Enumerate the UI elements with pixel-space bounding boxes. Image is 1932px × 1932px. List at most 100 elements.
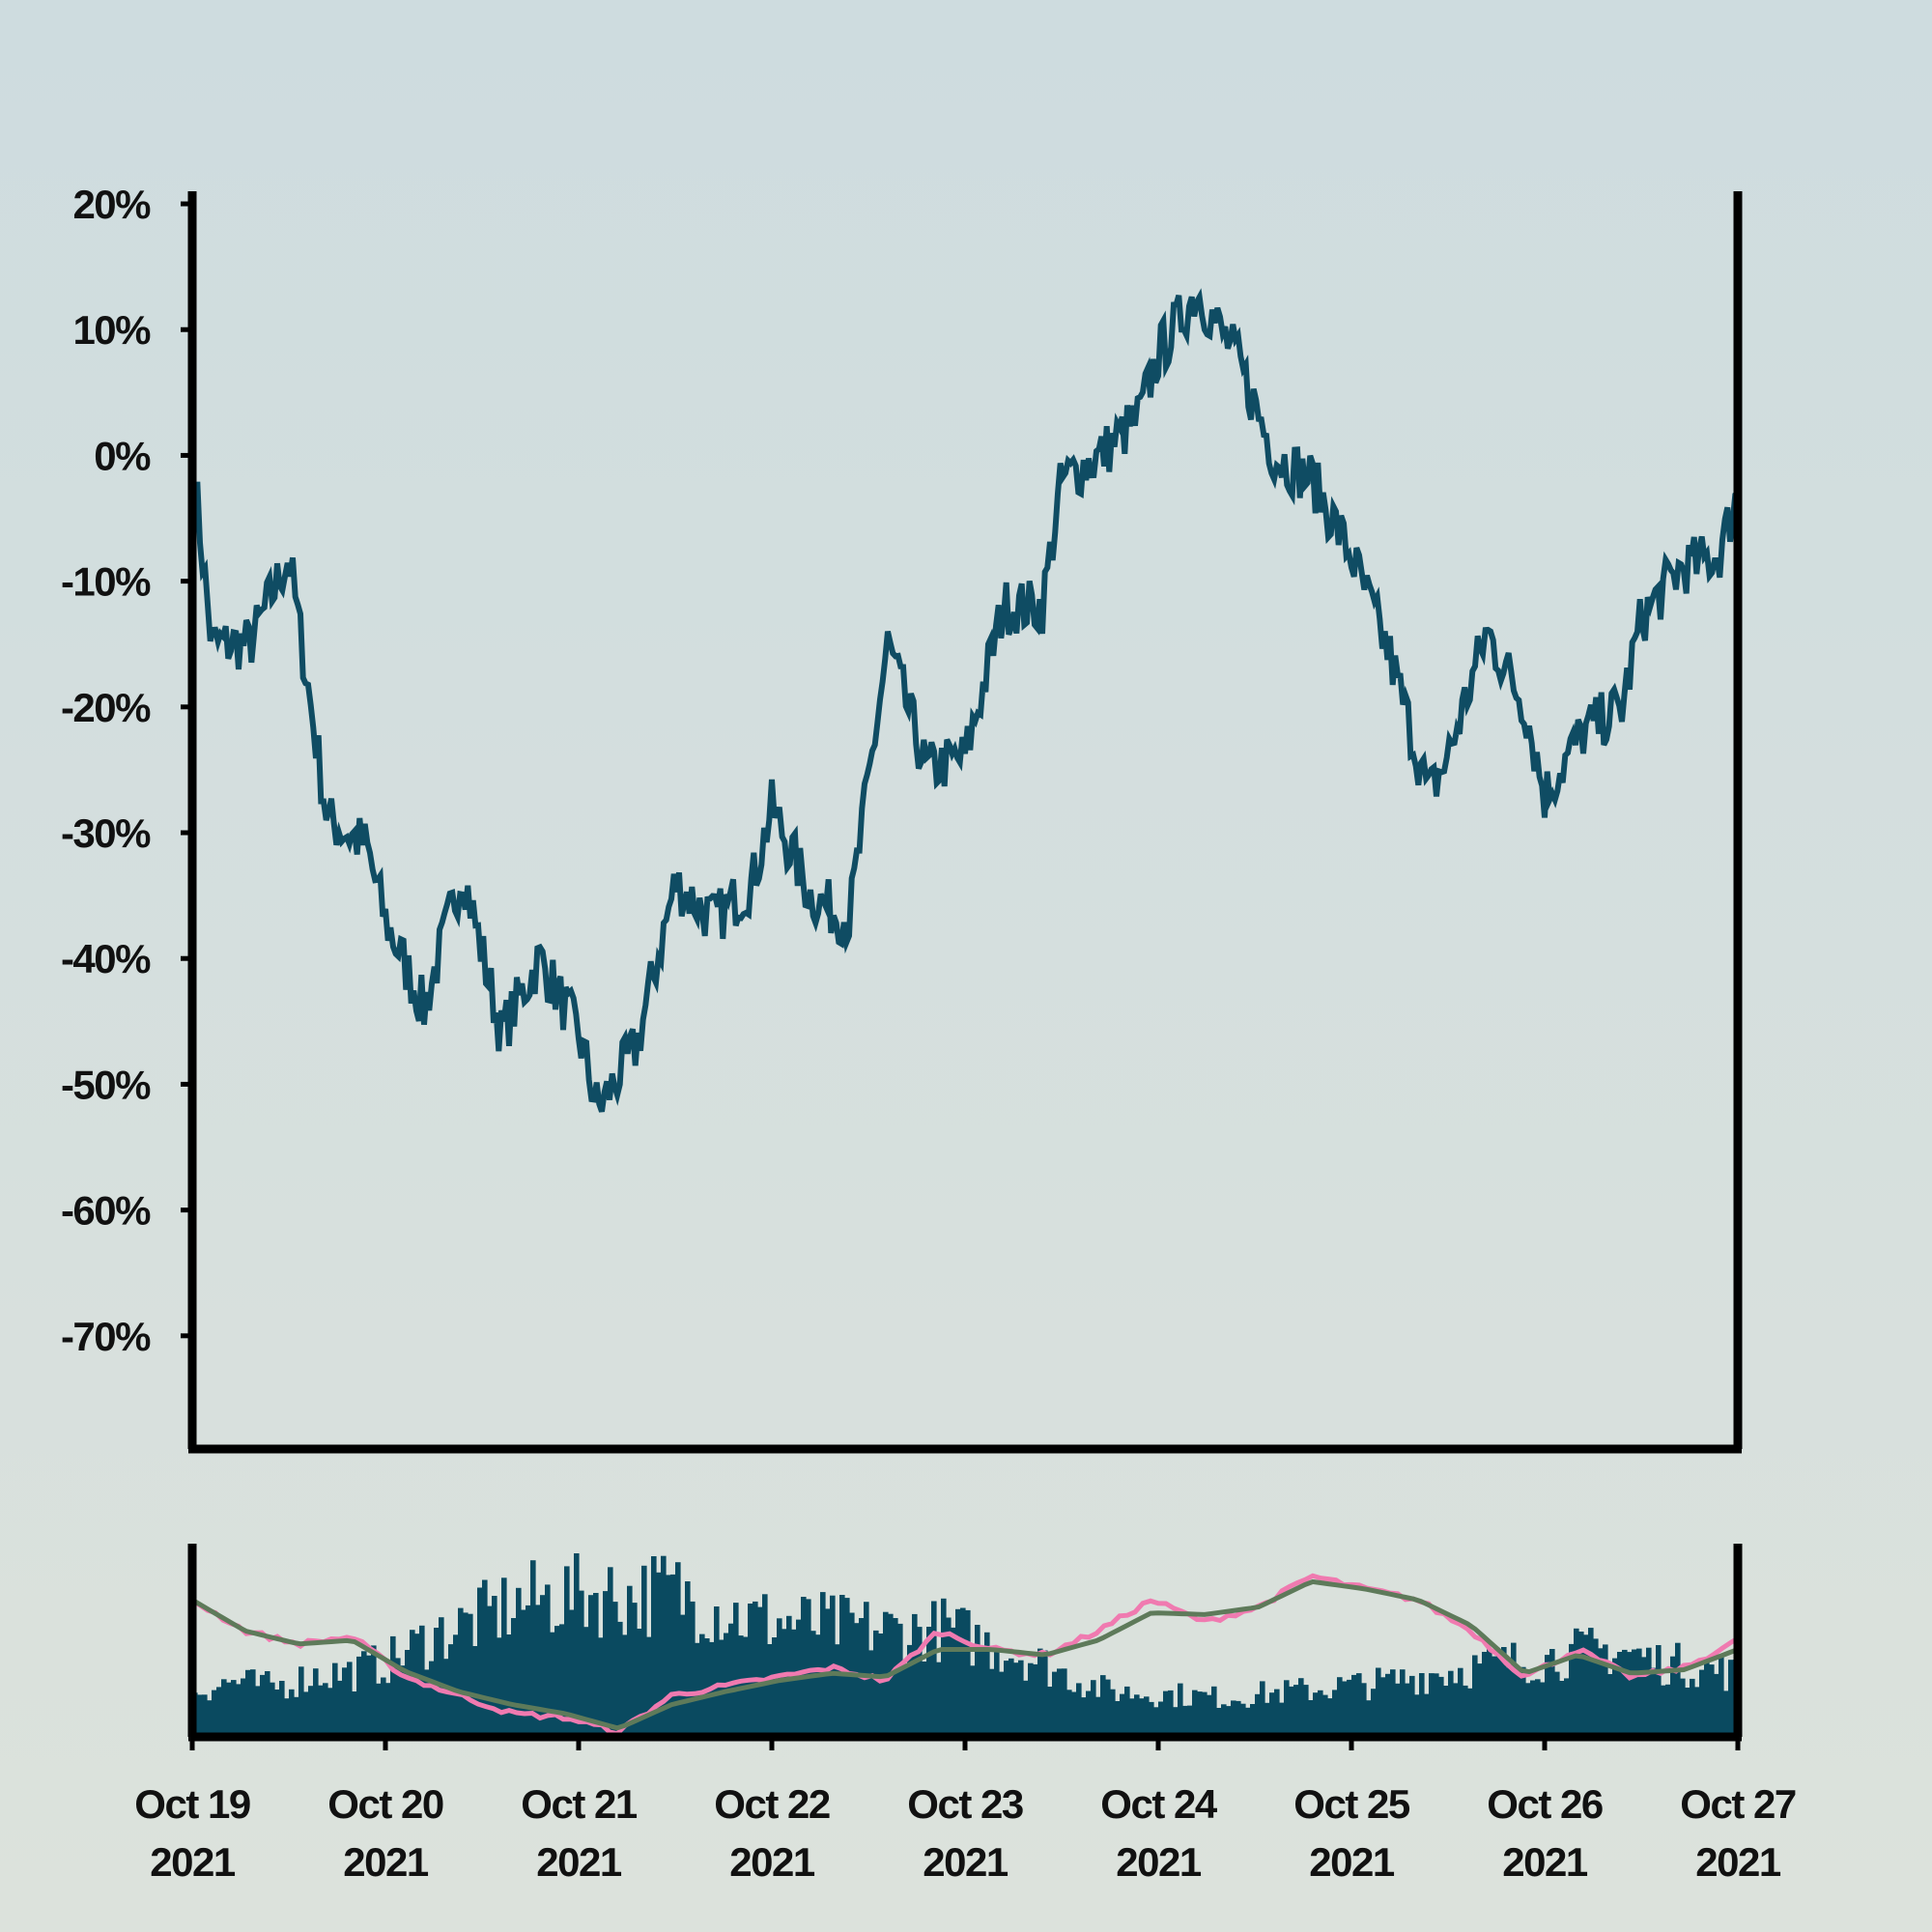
volume-bar xyxy=(1028,1662,1034,1737)
volume-bar xyxy=(1120,1693,1125,1737)
volume-bar xyxy=(1405,1683,1410,1737)
volume-bar xyxy=(1559,1681,1565,1737)
volume-bar xyxy=(569,1609,575,1737)
volume-bar xyxy=(1144,1696,1150,1737)
volume-bar xyxy=(356,1656,362,1737)
volume-bar xyxy=(941,1598,947,1737)
price-panel: 20% 10% 0% -10% -20% -30% -40% -50% -60% -70% xyxy=(61,182,1743,1454)
volume-bar xyxy=(439,1617,444,1737)
volume-bar xyxy=(1487,1648,1492,1737)
volume-bar xyxy=(1496,1652,1502,1737)
volume-bar xyxy=(1057,1668,1063,1737)
volume-bar xyxy=(651,1556,657,1737)
volume-bar xyxy=(1511,1642,1517,1737)
volume-bar xyxy=(1197,1691,1203,1737)
volume-bar xyxy=(632,1603,638,1737)
volume-bar xyxy=(719,1639,724,1737)
volume-bar xyxy=(1690,1678,1695,1737)
y-tick-label: -30% xyxy=(61,810,151,856)
volume-bar xyxy=(376,1683,382,1737)
volume-bar xyxy=(554,1626,560,1737)
volume-bar xyxy=(1443,1686,1449,1737)
volume-bar xyxy=(1617,1652,1623,1737)
y-tick-label: -50% xyxy=(61,1062,151,1107)
volume-bar xyxy=(1240,1703,1246,1737)
volume-bar xyxy=(1134,1694,1140,1737)
volume-bar xyxy=(878,1634,884,1737)
volume-bar xyxy=(1380,1677,1386,1737)
volume-bar xyxy=(371,1645,377,1737)
volume-bar xyxy=(236,1684,242,1737)
volume-bar xyxy=(922,1662,927,1737)
volume-bar xyxy=(753,1601,758,1737)
volume-bar xyxy=(1680,1678,1686,1737)
volume-bar xyxy=(1516,1667,1521,1737)
volume-bar xyxy=(1472,1655,1478,1737)
volume-bar xyxy=(588,1595,594,1737)
volume-bar xyxy=(453,1634,459,1737)
volume-bar xyxy=(864,1602,869,1737)
volume-bar xyxy=(980,1650,985,1737)
volume-bar xyxy=(1052,1671,1058,1737)
volume-bar xyxy=(530,1560,536,1737)
volume-bar xyxy=(352,1691,357,1737)
volume-bar xyxy=(685,1581,691,1737)
volume-bar xyxy=(1279,1702,1285,1737)
volume-bar xyxy=(907,1644,913,1737)
volume-bar xyxy=(801,1597,807,1737)
volume-bar xyxy=(1245,1707,1251,1737)
x-tick-label-year: 2021 xyxy=(1502,1839,1588,1885)
volume-bar xyxy=(1578,1632,1584,1737)
volume-bar xyxy=(1477,1663,1483,1737)
volume-bar xyxy=(1139,1698,1145,1737)
volume-bar xyxy=(661,1555,667,1737)
volume-bar xyxy=(265,1671,270,1737)
volume-bar xyxy=(308,1686,314,1737)
volume-bar xyxy=(1231,1700,1236,1737)
volume-bar xyxy=(680,1614,686,1737)
volume-bar xyxy=(1115,1701,1121,1737)
volume-bar xyxy=(999,1671,1005,1737)
volume-bar xyxy=(637,1629,642,1737)
volume-bar xyxy=(1506,1667,1512,1737)
volume-bar xyxy=(1269,1692,1275,1737)
volume-bar xyxy=(733,1603,739,1737)
volume-bar xyxy=(1419,1673,1425,1737)
volume-bar xyxy=(1603,1644,1608,1737)
volume-bar xyxy=(603,1591,609,1737)
volume-bar xyxy=(1226,1706,1232,1737)
volume-bar xyxy=(1525,1683,1531,1737)
volume-bar xyxy=(1192,1690,1198,1737)
volume-bar xyxy=(690,1601,696,1737)
volume-bar xyxy=(854,1623,860,1737)
volume-bar xyxy=(902,1663,908,1737)
volume-bar xyxy=(1327,1698,1333,1737)
volume-bar xyxy=(414,1634,420,1737)
volume-bar xyxy=(1545,1655,1550,1737)
volume-bar xyxy=(926,1627,932,1737)
volume-bar xyxy=(960,1607,966,1737)
volume-bar xyxy=(815,1634,821,1737)
volume-bar xyxy=(965,1609,971,1737)
volume-bar xyxy=(1395,1683,1401,1737)
volume-bar xyxy=(844,1598,850,1737)
volume-bar xyxy=(1414,1694,1420,1737)
volume-bar xyxy=(1434,1673,1439,1737)
volume-bar xyxy=(197,1694,203,1737)
price-line xyxy=(189,288,1740,1113)
volume-bar xyxy=(540,1595,546,1737)
volume-bar xyxy=(1632,1649,1637,1737)
volume-bar xyxy=(1308,1700,1314,1737)
volume-bar xyxy=(1651,1667,1657,1737)
volume-bar xyxy=(806,1599,811,1737)
volume-bar xyxy=(666,1575,671,1737)
volume-bar xyxy=(1385,1673,1391,1737)
volume-bar xyxy=(579,1590,584,1737)
volume-bar xyxy=(1694,1687,1700,1737)
y-tick-label: 20% xyxy=(72,182,151,227)
volume-bar xyxy=(1453,1683,1459,1737)
volume-bar xyxy=(1675,1642,1681,1737)
volume-bar xyxy=(1264,1702,1270,1737)
volume-bar xyxy=(1322,1694,1328,1737)
volume-bar xyxy=(1438,1676,1444,1737)
